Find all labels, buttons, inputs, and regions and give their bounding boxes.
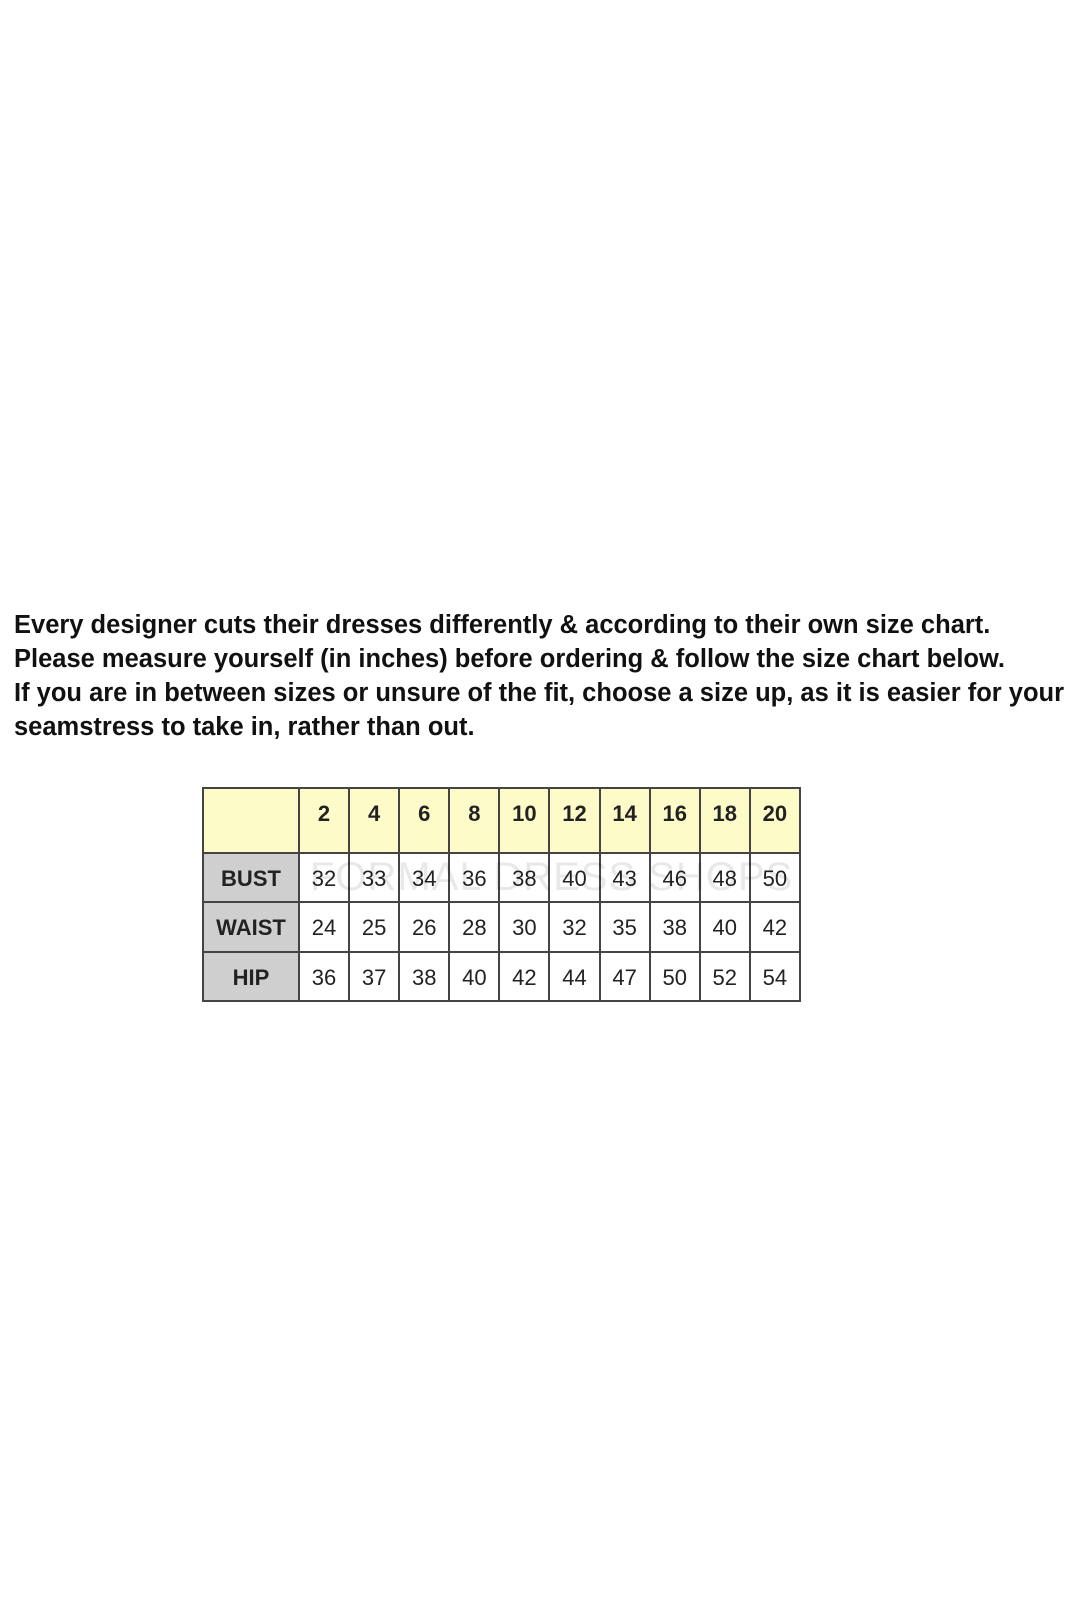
measurement-cell: 50 — [648, 950, 701, 1003]
measurement-cell: 50 — [748, 851, 802, 904]
size-header-cell: 2 — [297, 787, 351, 854]
size-header-cell: 18 — [698, 787, 751, 854]
row-label: HIP — [202, 950, 300, 1003]
size-chart: 2 4 6 8 10 12 14 16 18 20 BUST 32 33 34 36 38 40 43 46 48 5… — [202, 787, 802, 1003]
measurement-cell: 36 — [448, 851, 501, 904]
size-header-cell: 4 — [348, 787, 401, 854]
measurement-row-waist: WAIST 24 25 26 28 30 32 35 38 40 42 — [202, 901, 802, 953]
size-header-cell: 12 — [548, 787, 601, 854]
measurement-cell: 34 — [398, 851, 451, 904]
measurement-cell: 42 — [498, 950, 551, 1003]
measurement-cell: 44 — [548, 950, 601, 1003]
size-header-cell: 20 — [748, 787, 802, 854]
measurement-cell: 24 — [297, 901, 351, 953]
measurement-cell: 48 — [698, 851, 751, 904]
measurement-row-hip: HIP 36 37 38 40 42 44 47 50 52 54 — [202, 950, 802, 1003]
measurement-cell: 26 — [398, 901, 451, 953]
measurement-cell: 25 — [348, 901, 401, 953]
size-chart-table: 2 4 6 8 10 12 14 16 18 20 BUST 32 33 34 36 38 40 43 46 48 5… — [202, 787, 802, 1003]
measurement-cell: 46 — [648, 851, 701, 904]
measurement-cell: 54 — [748, 950, 802, 1003]
size-header-cell: 14 — [598, 787, 651, 854]
size-guide-intro: Every designer cuts their dresses differ… — [14, 608, 1074, 744]
intro-paragraph-2: If you are in between sizes or unsure of… — [14, 679, 1065, 741]
measurement-cell: 38 — [398, 950, 451, 1003]
corner-cell — [202, 787, 300, 854]
measurement-cell: 28 — [448, 901, 501, 953]
intro-paragraph-1: Every designer cuts their dresses differ… — [14, 611, 1005, 673]
row-label: BUST — [202, 851, 300, 904]
measurement-cell: 32 — [297, 851, 351, 904]
measurement-cell: 52 — [698, 950, 751, 1003]
measurement-cell: 30 — [498, 901, 551, 953]
measurement-cell: 32 — [548, 901, 601, 953]
row-label: WAIST — [202, 901, 300, 953]
size-header-row: 2 4 6 8 10 12 14 16 18 20 — [202, 787, 802, 854]
measurement-cell: 40 — [548, 851, 601, 904]
size-header-cell: 8 — [448, 787, 501, 854]
measurement-cell: 36 — [297, 950, 351, 1003]
measurement-cell: 43 — [598, 851, 651, 904]
measurement-cell: 33 — [348, 851, 401, 904]
measurement-cell: 35 — [598, 901, 651, 953]
measurement-cell: 40 — [448, 950, 501, 1003]
measurement-cell: 42 — [748, 901, 802, 953]
measurement-row-bust: BUST 32 33 34 36 38 40 43 46 48 50 — [202, 851, 802, 904]
size-header-cell: 6 — [398, 787, 451, 854]
measurement-cell: 47 — [598, 950, 651, 1003]
measurement-cell: 37 — [348, 950, 401, 1003]
size-header-cell: 10 — [498, 787, 551, 854]
measurement-cell: 38 — [498, 851, 551, 904]
size-header-cell: 16 — [648, 787, 701, 854]
measurement-cell: 38 — [648, 901, 701, 953]
measurement-cell: 40 — [698, 901, 751, 953]
